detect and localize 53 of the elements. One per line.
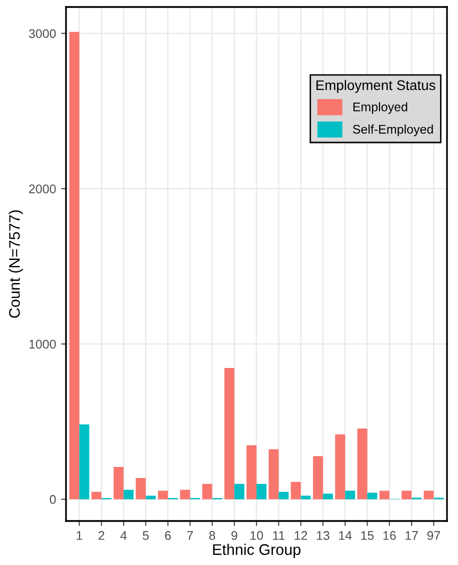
x-tick-label: 16 [383,531,396,540]
x-tick-label: 2 [98,531,104,540]
bar [114,466,124,500]
x-tick-label: 6 [165,531,171,540]
x-tick-label: 10 [250,531,263,540]
bar [424,490,434,500]
bar [180,490,190,500]
bar [246,445,256,500]
bar [256,484,266,500]
bar [357,428,368,500]
bar [312,456,323,500]
bar [300,496,311,500]
x-tick-label: 1 [76,531,82,540]
y-tick-label: 2000 [29,184,56,194]
bar [335,434,346,500]
y-tick-label: 1000 [29,340,56,349]
bar [234,484,244,500]
x-axis-title: Ethnic Group [213,544,300,558]
x-tick-label: 5 [142,531,149,540]
bar [79,424,90,500]
x-tick-label: 17 [406,531,418,540]
bar [136,478,146,500]
bar [268,449,279,500]
bar [290,482,301,500]
x-tick-label: 15 [361,531,374,540]
bar [367,492,378,500]
bar [146,496,156,500]
y-tick-label: 0 [50,495,56,504]
x-tick-label: 14 [339,531,352,540]
x-tick-label: 13 [316,531,330,540]
bar [402,490,412,500]
bar [202,484,212,500]
bar [91,492,102,500]
x-tick-label: 4 [120,531,127,540]
legend-title: Employment Status [316,80,436,93]
x-tick-label: 11 [273,531,285,540]
x-tick-label: 9 [231,531,238,540]
legend-label: Self-Employed [352,124,433,136]
bar [158,490,168,500]
bar [379,490,390,500]
y-axis-title: Count (N=7577) [8,210,23,318]
bar [322,494,333,500]
bar [345,490,356,500]
legend-label: Employed [353,102,408,114]
x-tick-label: 8 [209,531,216,540]
x-tick-label: 12 [294,531,308,540]
bar [224,368,234,500]
y-tick-label: 3000 [28,29,56,38]
bar [124,490,134,500]
x-tick-label: 7 [187,531,193,540]
bar [278,492,289,500]
bar [69,32,80,500]
x-tick-label: 97 [427,531,440,540]
